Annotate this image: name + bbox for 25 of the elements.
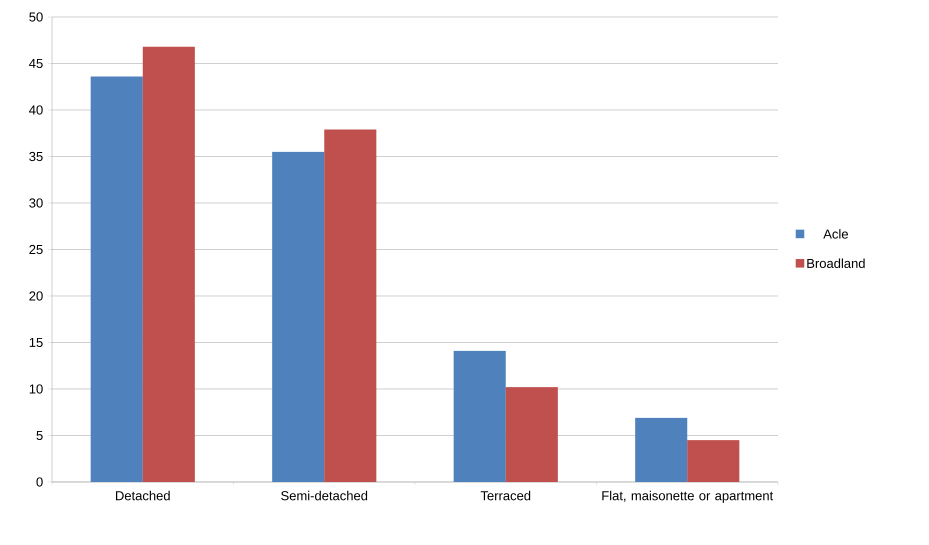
y-tick-label: 40 bbox=[29, 105, 43, 115]
y-tick-label: 5 bbox=[36, 430, 43, 440]
bar bbox=[506, 387, 558, 482]
y-tick-label: 15 bbox=[30, 338, 43, 348]
x-tick-label: Detached bbox=[116, 490, 170, 500]
y-tick-label: 45 bbox=[29, 58, 43, 68]
legend-label: Acle bbox=[823, 229, 848, 239]
y-tick-label: 0 bbox=[36, 477, 43, 487]
bar bbox=[142, 46, 195, 482]
x-tick-label: Flat, maisonette or apartment bbox=[602, 490, 774, 503]
y-tick-label: 25 bbox=[29, 244, 43, 254]
x-tick-label: Terraced bbox=[480, 490, 530, 500]
bar bbox=[272, 152, 324, 482]
y-tick-label: 30 bbox=[29, 198, 43, 208]
bar bbox=[324, 130, 376, 482]
y-tick-label: 20 bbox=[29, 291, 43, 301]
bar bbox=[454, 350, 506, 482]
bar bbox=[635, 418, 688, 482]
y-tick-label: 10 bbox=[30, 384, 43, 394]
bar bbox=[90, 76, 143, 482]
legend-label: Broadland bbox=[807, 258, 865, 268]
y-tick-label: 35 bbox=[29, 152, 43, 162]
x-tick-label: Semi-detached bbox=[281, 490, 368, 500]
bar bbox=[687, 440, 740, 482]
y-tick-label: 50 bbox=[29, 12, 43, 22]
